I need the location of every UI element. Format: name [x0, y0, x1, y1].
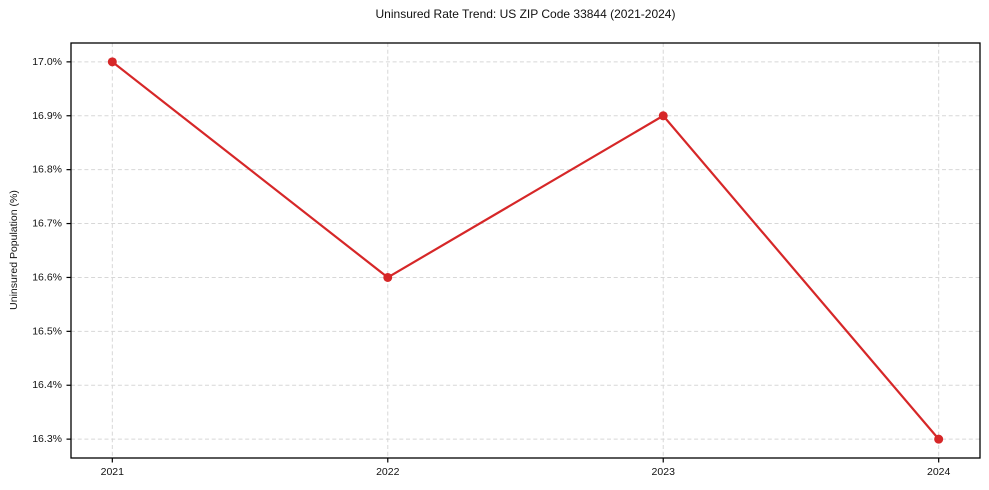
data-point: [658, 111, 668, 121]
x-tick-label: 2023: [652, 466, 676, 478]
y-tick-label: 17.0%: [32, 56, 62, 68]
data-point: [934, 434, 944, 444]
y-tick-label: 16.6%: [32, 271, 62, 283]
chart-title: Uninsured Rate Trend: US ZIP Code 33844 …: [375, 7, 676, 21]
x-tick-label: 2022: [376, 466, 400, 478]
x-tick-label: 2021: [101, 466, 125, 478]
trend-line: [111, 60, 940, 441]
y-tick-label: 16.5%: [32, 325, 62, 337]
y-tick-label: 16.8%: [32, 164, 62, 176]
data-point: [107, 57, 117, 67]
plot-border: [70, 42, 981, 459]
x-tick-label: 2024: [927, 466, 951, 478]
y-tick-label: 16.7%: [32, 218, 62, 230]
y-tick-label: 16.4%: [32, 379, 62, 391]
y-tick-label: 16.9%: [32, 110, 62, 122]
data-point: [383, 272, 393, 282]
y-tick-label: 16.3%: [32, 433, 62, 445]
